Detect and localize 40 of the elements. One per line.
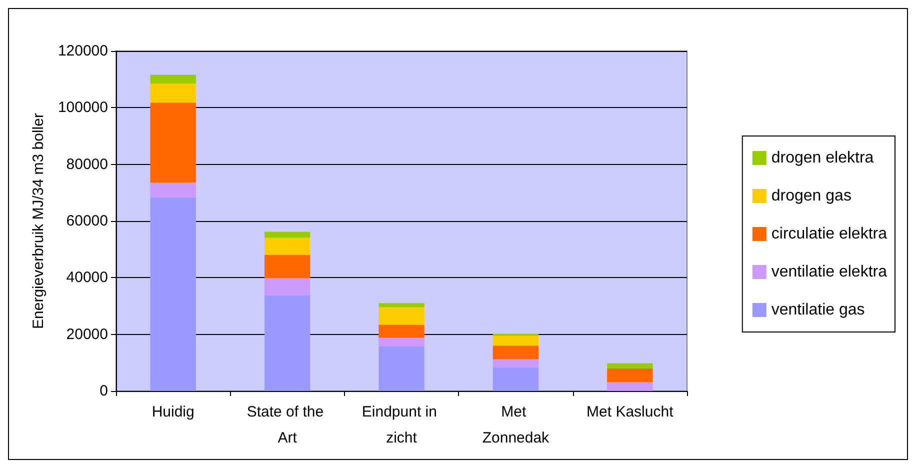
bar	[264, 232, 310, 238]
x-tick-label: Eindpunt in zicht	[362, 404, 442, 446]
y-tick-label: 100000	[58, 99, 108, 116]
bar	[150, 197, 196, 391]
legend-label: drogen elektra	[771, 150, 874, 166]
bar	[378, 303, 424, 308]
bar	[378, 346, 424, 391]
legend-label: ventilatie gas	[771, 302, 865, 318]
y-tick-label: 40000	[66, 269, 108, 286]
bar	[150, 102, 196, 182]
bar	[492, 359, 539, 368]
bar	[607, 382, 653, 391]
bar	[264, 278, 310, 296]
y-tick-label: 0	[100, 382, 108, 400]
y-tick-label: 60000	[66, 212, 108, 230]
y-axis-title: Energieverbruik MJ/34 m3 boller	[30, 113, 47, 329]
legend-label: drogen gas	[771, 188, 852, 204]
bar	[378, 324, 424, 338]
x-tick-label: Met Zonnedak	[482, 404, 550, 446]
x-tick-label: State of the Art	[246, 404, 328, 446]
legend-label: circulatie elektra	[771, 226, 888, 242]
bar	[607, 363, 653, 368]
x-tick-label: Huidig	[152, 404, 194, 420]
bar	[378, 338, 424, 347]
bar	[378, 307, 424, 325]
y-tick-label: 20000	[66, 326, 108, 343]
bar	[150, 74, 196, 84]
bar	[150, 84, 196, 103]
bar	[264, 254, 310, 278]
bar	[607, 368, 653, 382]
bar	[150, 182, 196, 198]
x-tick-label: Met Kaslucht	[586, 404, 674, 420]
bar	[264, 295, 310, 391]
legend-label: ventilatie elektra	[771, 264, 888, 280]
y-tick-label: 120000	[58, 42, 108, 60]
bar	[492, 346, 539, 360]
y-tick-label: 80000	[66, 156, 108, 173]
bar	[492, 367, 539, 391]
bar	[264, 238, 310, 255]
bar	[492, 336, 539, 346]
